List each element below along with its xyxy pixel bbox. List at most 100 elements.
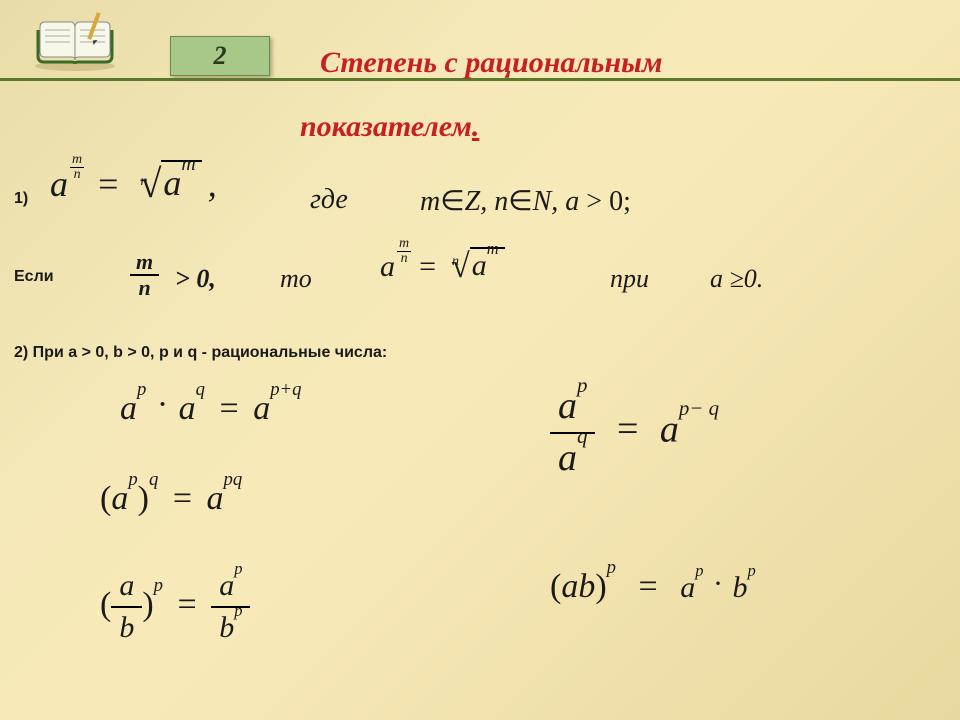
r3-p: p bbox=[128, 469, 137, 490]
r4-eq: = bbox=[178, 586, 197, 623]
r4-frac: a b bbox=[111, 568, 142, 646]
r4-num: a bbox=[111, 568, 142, 608]
cond-a: a bbox=[565, 186, 579, 217]
item-1-label: 1) bbox=[14, 190, 28, 208]
r5-rp: ) bbox=[595, 568, 606, 605]
exp-den-2: n bbox=[401, 252, 408, 266]
r5-eq: = bbox=[639, 568, 658, 605]
rule-fraction-power: ( a b )p = ap bp bbox=[100, 568, 250, 646]
definition-row: 1) a m n = n √ am , где m∈Z, n∈N, a > 0; bbox=[0, 160, 960, 240]
r3-rhs-exp: pq bbox=[224, 469, 243, 490]
r2-rhs-a: a bbox=[660, 408, 679, 450]
slide-number-badge: 2 bbox=[170, 36, 270, 76]
r1-p: p bbox=[137, 379, 146, 400]
title-line-1: Степень с рациональным bbox=[320, 46, 663, 80]
greater-than-zero: > 0, bbox=[175, 264, 216, 294]
rule-power-of-power: (ap)q = apq bbox=[100, 480, 242, 518]
exponent-m-over-n: m n bbox=[70, 153, 84, 182]
r1-q: q bbox=[196, 379, 205, 400]
r1-rhs-a: a bbox=[253, 390, 270, 427]
a-geq-zero: a ≥0. bbox=[710, 264, 763, 294]
exp-den: n bbox=[74, 168, 81, 182]
r4-rden: bp bbox=[211, 608, 250, 646]
root-index-2: n bbox=[452, 254, 459, 270]
r4-rden-p: p bbox=[234, 601, 242, 620]
cond-N: N bbox=[533, 186, 552, 217]
nth-root-2: n √ am bbox=[444, 248, 505, 286]
r2-rhs-exp: p− q bbox=[679, 396, 719, 420]
content-area: 1) a m n = n √ am , где m∈Z, n∈N, a > 0; bbox=[0, 160, 960, 316]
r1-a1: a bbox=[120, 390, 137, 427]
r1-a2: a bbox=[179, 390, 196, 427]
r5-ab: ab bbox=[561, 568, 595, 605]
cond-c1: , bbox=[480, 186, 487, 217]
r4-rnum-p: p bbox=[234, 559, 242, 578]
where-word: где bbox=[310, 184, 348, 216]
rule-product-power: (ab)p = ap · bp bbox=[550, 568, 756, 606]
r2-fraction: ap aq bbox=[550, 384, 595, 481]
r2-den-q: q bbox=[577, 424, 587, 448]
r4-lp: ( bbox=[100, 586, 111, 623]
radicand-base-2: a bbox=[472, 249, 487, 282]
r3-eq: = bbox=[173, 480, 192, 517]
exp-num: m bbox=[70, 153, 84, 168]
definition-formula: a m n = n √ am , bbox=[50, 160, 217, 207]
definition-formula-2: a m n = n √ am bbox=[380, 248, 505, 286]
r3-lp: ( bbox=[100, 480, 111, 517]
r4-rden-b: b bbox=[219, 611, 234, 644]
r2-den-a: a bbox=[558, 437, 577, 479]
radicand-exp: m bbox=[181, 153, 195, 175]
r2-num: ap bbox=[550, 384, 595, 434]
fraction-m-n: m n bbox=[130, 250, 159, 300]
r4-rnum: ap bbox=[211, 568, 250, 608]
cond-Z: Z bbox=[465, 186, 481, 217]
cond-c2: , bbox=[551, 186, 558, 217]
r5-ap: p bbox=[695, 561, 703, 580]
r5-bp: p bbox=[747, 561, 755, 580]
radicand: am bbox=[161, 160, 201, 204]
r2-den: aq bbox=[550, 434, 595, 482]
condition-text: m∈Z, n∈N, a > 0; bbox=[420, 184, 631, 218]
comma: , bbox=[208, 163, 217, 205]
r2-eq: = bbox=[617, 408, 638, 450]
r4-rhs-frac: ap bp bbox=[211, 568, 250, 646]
radicand-exp-2: m bbox=[487, 239, 499, 258]
rule-quotient: ap aq = ap− q bbox=[550, 384, 719, 481]
item-2-label: 2) При a > 0, b > 0, p и q - рациональны… bbox=[14, 344, 387, 362]
nth-root: n √ am bbox=[132, 160, 201, 207]
frac-n: n bbox=[132, 276, 156, 300]
title-dot: . bbox=[472, 110, 480, 143]
rule-product: ap · aq = ap+q bbox=[120, 390, 302, 428]
if-label: Если bbox=[14, 268, 54, 286]
cond-gt: > bbox=[586, 186, 602, 217]
root-index: n bbox=[140, 174, 147, 190]
r5-lp: ( bbox=[550, 568, 561, 605]
cond-m: m bbox=[420, 186, 440, 217]
exp-num-2: m bbox=[397, 237, 411, 252]
r2-num-a: a bbox=[558, 385, 577, 427]
base-a-2: a bbox=[380, 250, 395, 284]
book-icon bbox=[30, 12, 120, 72]
r4-den: b bbox=[111, 608, 142, 646]
cond-in2: ∈ bbox=[508, 186, 532, 217]
r1-dot: · bbox=[157, 386, 168, 423]
r3-rhs-a: a bbox=[207, 480, 224, 517]
title-word: показателем bbox=[300, 110, 472, 143]
r5-b: b bbox=[732, 571, 747, 604]
r2-num-p: p bbox=[577, 373, 587, 397]
r1-rhs-exp: p+q bbox=[270, 379, 301, 400]
then-word: то bbox=[280, 264, 312, 294]
r1-eq: = bbox=[220, 390, 239, 427]
r4-p: p bbox=[154, 575, 163, 596]
r5-dot: · bbox=[713, 567, 723, 600]
r3-q: q bbox=[149, 469, 158, 490]
exp-mn-2: m n bbox=[397, 237, 411, 266]
slide-number: 2 bbox=[214, 41, 227, 71]
when-word: при bbox=[610, 264, 649, 294]
base-a: a bbox=[50, 163, 68, 205]
radicand-base: a bbox=[163, 163, 181, 203]
cond-n: n bbox=[494, 186, 508, 217]
r3-a: a bbox=[111, 480, 128, 517]
title-line-2: показателем. bbox=[300, 110, 479, 144]
r5-p: p bbox=[607, 557, 616, 578]
